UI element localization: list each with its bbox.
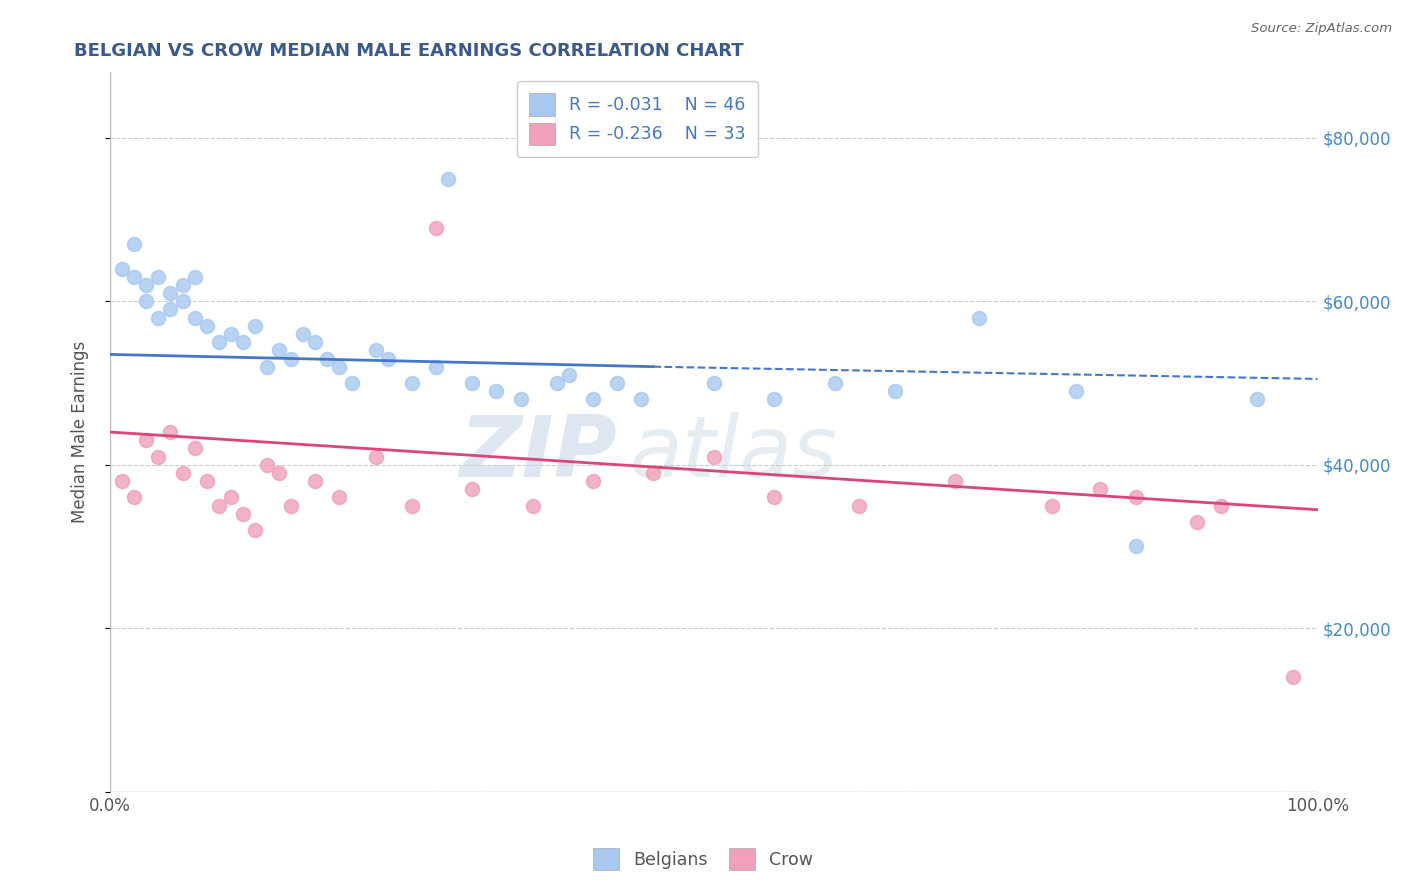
Point <box>703 376 725 390</box>
Point <box>425 220 447 235</box>
Point <box>232 507 254 521</box>
Point <box>243 523 266 537</box>
Point <box>340 376 363 390</box>
Point <box>111 261 134 276</box>
Point <box>292 326 315 341</box>
Point <box>1246 392 1268 407</box>
Point <box>606 376 628 390</box>
Point <box>1209 499 1232 513</box>
Point <box>269 343 291 358</box>
Point <box>232 335 254 350</box>
Point <box>522 499 544 513</box>
Point <box>256 458 278 472</box>
Text: ZIP: ZIP <box>460 412 617 495</box>
Legend: Belgians, Crow: Belgians, Crow <box>585 839 821 879</box>
Point <box>1040 499 1063 513</box>
Point <box>195 474 218 488</box>
Point <box>148 269 170 284</box>
Point <box>1125 540 1147 554</box>
Point <box>148 310 170 325</box>
Point <box>1125 491 1147 505</box>
Point <box>159 286 181 301</box>
Point <box>183 310 205 325</box>
Point <box>122 269 145 284</box>
Point <box>135 434 157 448</box>
Point <box>172 294 194 309</box>
Point <box>172 466 194 480</box>
Legend: R = -0.031    N = 46, R = -0.236    N = 33: R = -0.031 N = 46, R = -0.236 N = 33 <box>517 81 758 157</box>
Point <box>280 351 302 366</box>
Point <box>304 474 326 488</box>
Point <box>122 237 145 252</box>
Point <box>243 318 266 333</box>
Point <box>122 491 145 505</box>
Point <box>630 392 652 407</box>
Point <box>883 384 905 399</box>
Point <box>703 450 725 464</box>
Point <box>364 450 387 464</box>
Point <box>643 466 665 480</box>
Point <box>1064 384 1087 399</box>
Point <box>763 392 786 407</box>
Point <box>111 474 134 488</box>
Point <box>425 359 447 374</box>
Point <box>328 491 350 505</box>
Point <box>558 368 581 382</box>
Point <box>364 343 387 358</box>
Point <box>148 450 170 464</box>
Point <box>328 359 350 374</box>
Point <box>304 335 326 350</box>
Point <box>401 376 423 390</box>
Point <box>824 376 846 390</box>
Point <box>401 499 423 513</box>
Point <box>969 310 991 325</box>
Point <box>316 351 339 366</box>
Point <box>582 474 605 488</box>
Point <box>461 483 484 497</box>
Point <box>208 335 231 350</box>
Point <box>943 474 966 488</box>
Point <box>159 302 181 317</box>
Point <box>485 384 508 399</box>
Text: BELGIAN VS CROW MEDIAN MALE EARNINGS CORRELATION CHART: BELGIAN VS CROW MEDIAN MALE EARNINGS COR… <box>75 42 744 60</box>
Point <box>280 499 302 513</box>
Point <box>183 442 205 456</box>
Point <box>763 491 786 505</box>
Point <box>195 318 218 333</box>
Point <box>377 351 399 366</box>
Point <box>208 499 231 513</box>
Point <box>848 499 870 513</box>
Point <box>256 359 278 374</box>
Point <box>172 277 194 292</box>
Point <box>1282 670 1305 684</box>
Point <box>509 392 531 407</box>
Point <box>1088 483 1111 497</box>
Y-axis label: Median Male Earnings: Median Male Earnings <box>72 341 89 524</box>
Point <box>219 326 242 341</box>
Text: Source: ZipAtlas.com: Source: ZipAtlas.com <box>1251 22 1392 36</box>
Point <box>546 376 568 390</box>
Point <box>461 376 484 390</box>
Point <box>269 466 291 480</box>
Point <box>135 294 157 309</box>
Point <box>219 491 242 505</box>
Text: atlas: atlas <box>630 412 837 495</box>
Point <box>437 171 460 186</box>
Point <box>183 269 205 284</box>
Point <box>135 277 157 292</box>
Point <box>1185 515 1208 529</box>
Point <box>159 425 181 439</box>
Point <box>582 392 605 407</box>
